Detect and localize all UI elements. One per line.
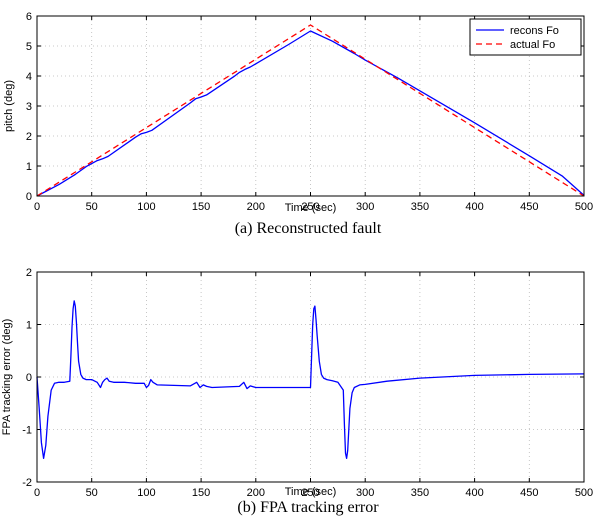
y-axis-label: pitch (deg) [3, 80, 15, 132]
legend-label: recons Fo [510, 25, 559, 37]
x-tick-label: 400 [465, 487, 483, 499]
plot-frame [36, 15, 585, 197]
y-tick-label: 1 [26, 320, 32, 332]
figure-caption: (a) Reconstructed fault [235, 220, 382, 237]
y-tick-label: 6 [26, 11, 32, 23]
x-tick-label: 100 [137, 487, 155, 499]
x-tick-label: 350 [411, 201, 429, 213]
x-tick-label: 50 [86, 201, 98, 213]
series-line-a-0 [36, 30, 585, 197]
x-tick-label: 50 [86, 487, 98, 499]
x-tick-label: 250 [301, 487, 319, 499]
x-tick-label: 250 [301, 201, 319, 213]
series-line-a-1 [36, 24, 585, 197]
y-tick-label: 5 [26, 41, 32, 53]
y-tick-label: 0 [26, 372, 32, 384]
x-tick-label: 400 [465, 201, 483, 213]
x-tick-label: 300 [356, 487, 374, 499]
x-axis-label: Time (sec) [285, 202, 337, 214]
y-tick-label: -2 [22, 477, 32, 489]
x-tick-label: 450 [520, 487, 538, 499]
x-tick-label: 350 [411, 487, 429, 499]
chart-reconstructed-fault: 0 50 100 150 200 250 300 350 400 450 500 0 1 2 3 4 5 6 Tim… [3, 11, 593, 237]
x-tick-label: 150 [192, 201, 210, 213]
x-axis-label: Time (sec) [285, 486, 337, 498]
legend-label: actual Fo [510, 39, 555, 51]
chart-fpa-tracking-error: 0 50 100 150 200 250 300 350 400 450 500 -2 -1 0 1 2 Tim… [1, 267, 593, 516]
y-tick-label: 2 [26, 267, 32, 279]
y-axis-label: FPA tracking error (deg) [1, 319, 13, 436]
series-line-b-0 [36, 300, 585, 460]
plot-frame [36, 271, 585, 483]
x-tick-label: 500 [575, 487, 593, 499]
y-tick-label: 2 [26, 131, 32, 143]
x-tick-label: 100 [137, 201, 155, 213]
y-tick-label: -1 [22, 425, 32, 437]
legend-box [469, 18, 582, 56]
x-tick-label: 0 [34, 487, 40, 499]
x-tick-label: 500 [575, 201, 593, 213]
x-tick-label: 450 [520, 201, 538, 213]
x-tick-label: 200 [247, 487, 265, 499]
x-tick-label: 200 [247, 201, 265, 213]
x-tick-label: 150 [192, 487, 210, 499]
figure-caption: (b) FPA tracking error [237, 499, 379, 516]
y-tick-label: 3 [26, 101, 32, 113]
y-tick-label: 0 [26, 191, 32, 203]
y-tick-label: 1 [26, 161, 32, 173]
x-tick-label: 300 [356, 201, 374, 213]
y-tick-label: 4 [26, 71, 32, 83]
x-tick-label: 0 [34, 201, 40, 213]
